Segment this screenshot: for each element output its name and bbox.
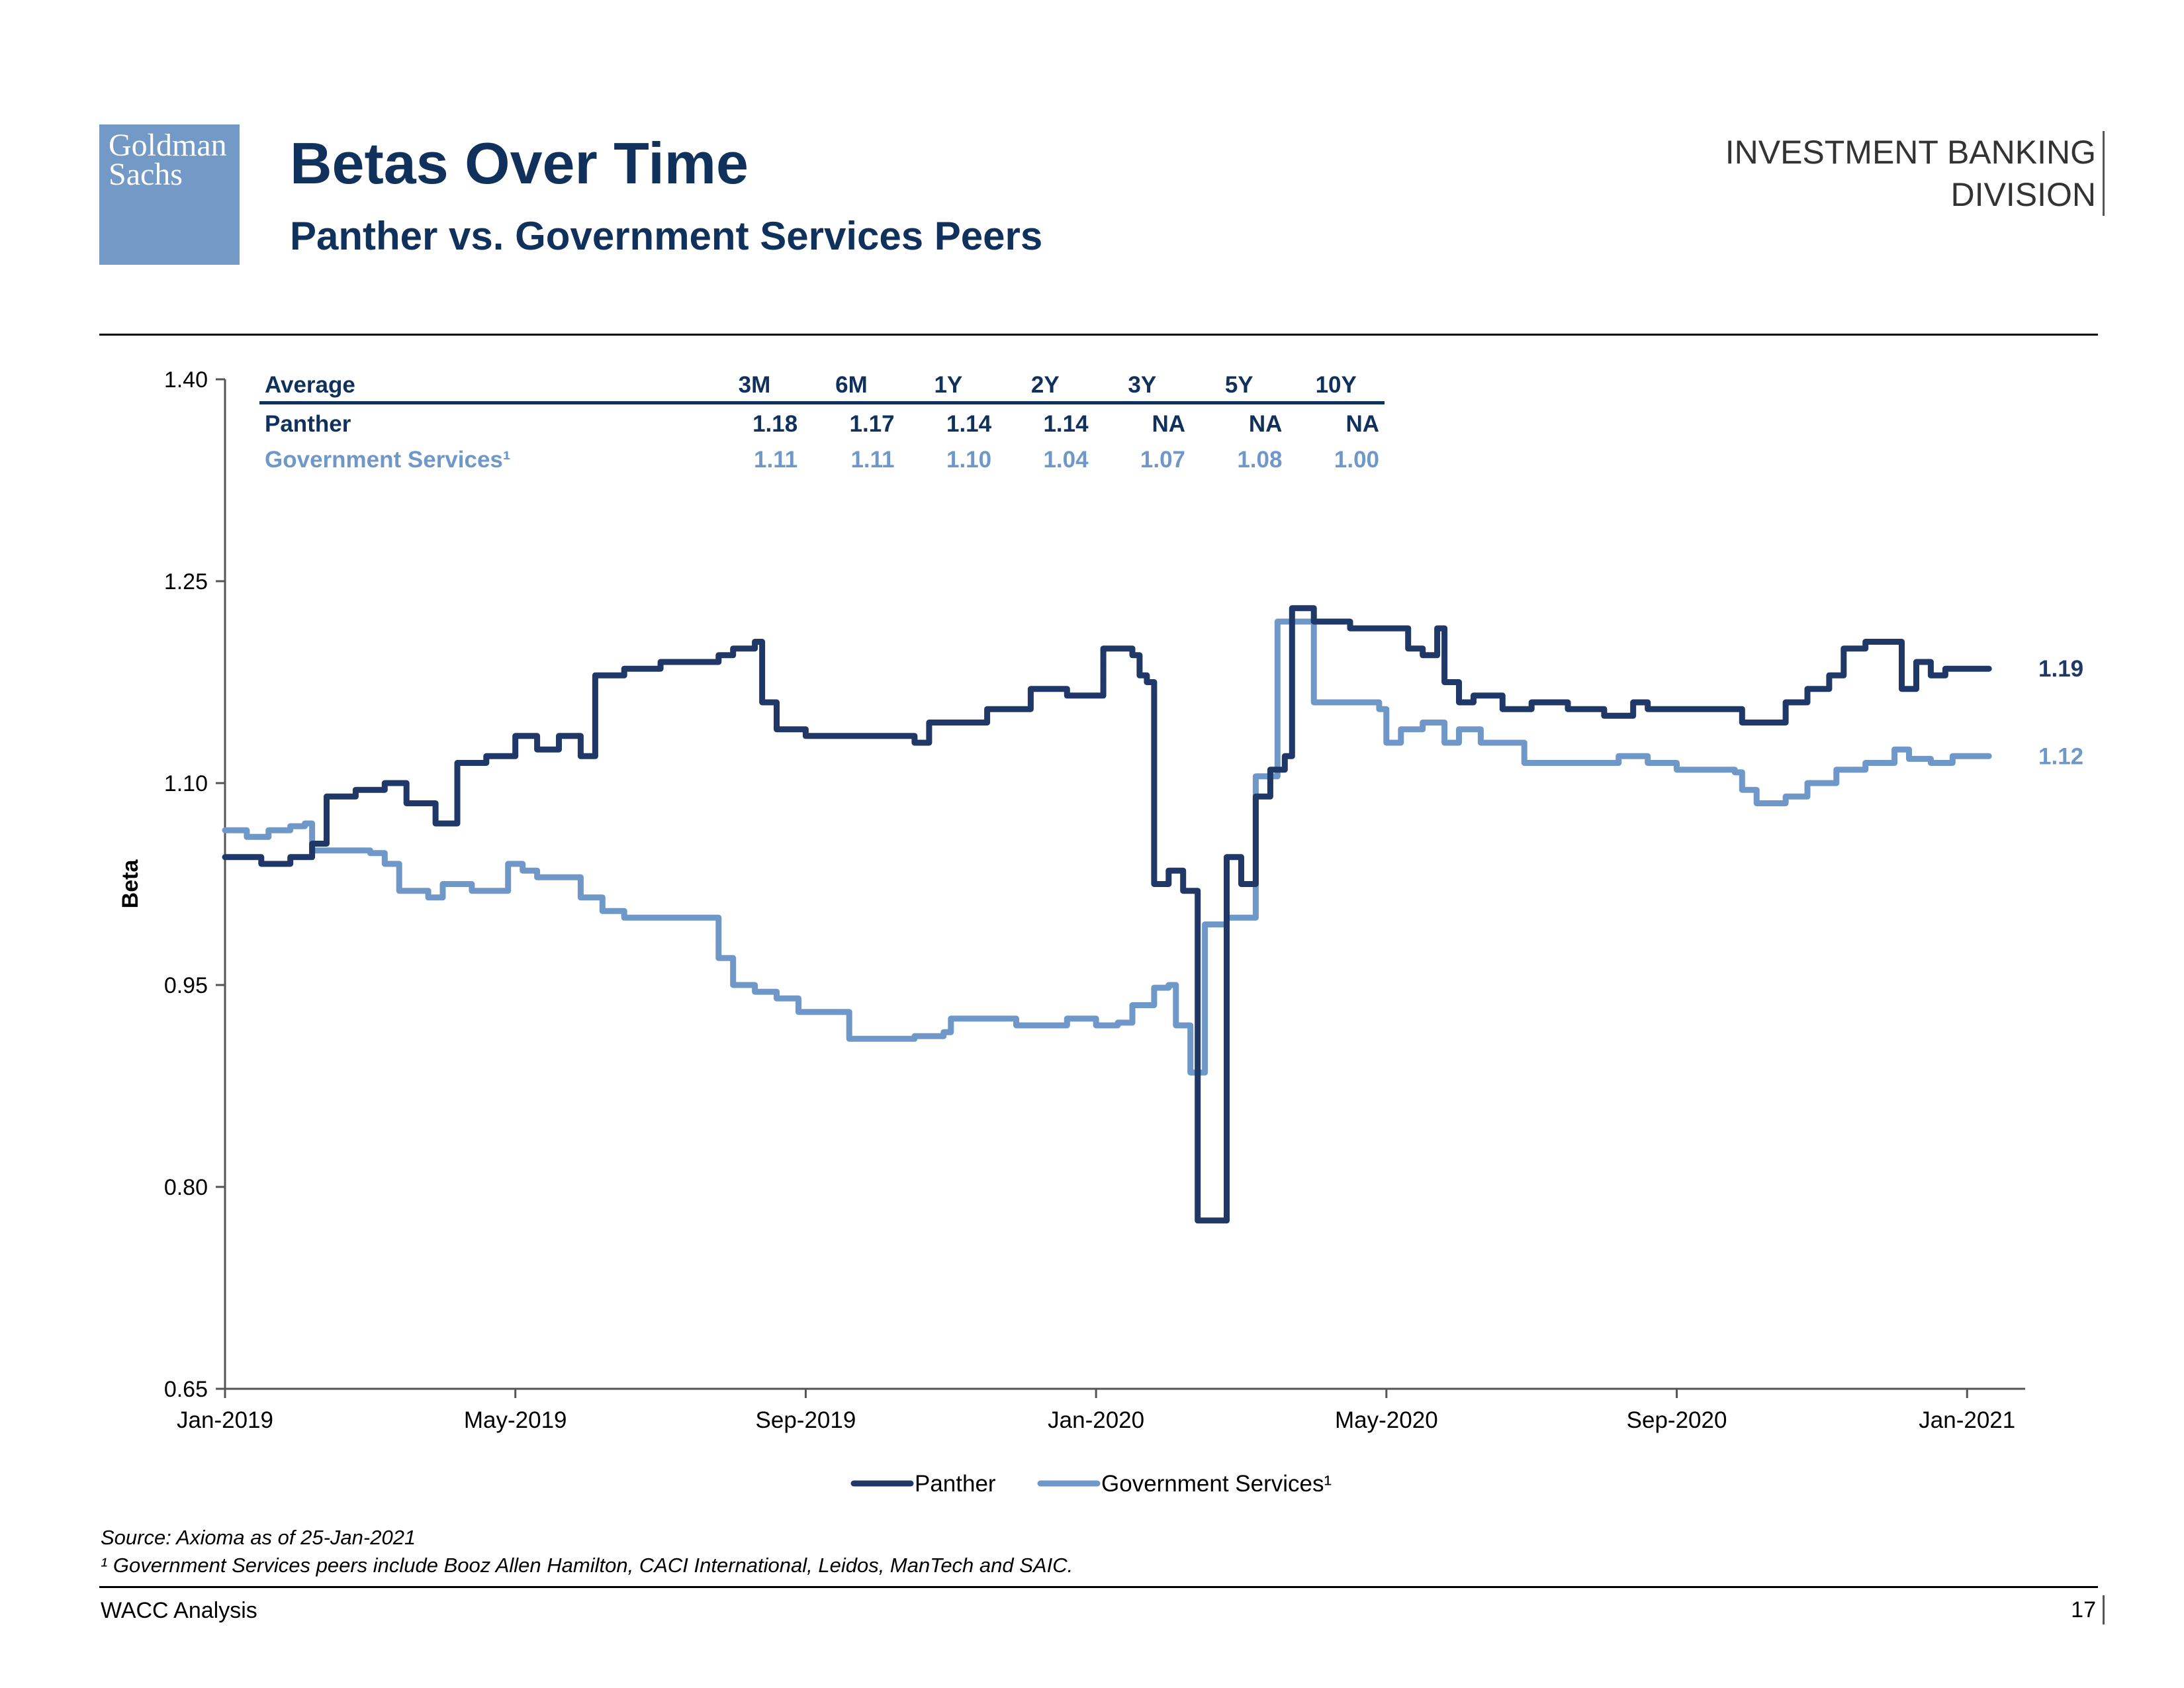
government-services-series-line: [222, 618, 1992, 1076]
peers-footnote: ¹ Government Services peers include Booz…: [101, 1554, 1073, 1577]
table-cell: 1.10: [946, 447, 992, 473]
y-axis-title: Beta: [118, 859, 143, 909]
x-tick-label: May-2020: [1335, 1407, 1438, 1433]
legend-label-government-services: Government Services¹: [1101, 1471, 1332, 1497]
table-header-cell: 5Y: [1191, 368, 1288, 404]
panther-end-value-label: 1.19: [2038, 656, 2083, 682]
table-row-label: Government Services¹: [265, 447, 511, 473]
panther-series-line: [222, 605, 1992, 1224]
table-cell: 1.04: [1043, 447, 1089, 473]
x-tick-label: Jan-2021: [1919, 1407, 2015, 1433]
division-line-1: INVESTMENT BANKING: [1725, 134, 2096, 171]
table-header-cell: 2Y: [997, 368, 1094, 404]
footnotes: Source: Axioma as of 25-Jan-2021 ¹ Gover…: [101, 1524, 1073, 1579]
table-header-cell: 6M: [803, 368, 900, 404]
header-divider: [99, 334, 2098, 336]
table-cell: 1.14: [946, 411, 992, 437]
legend-label-panther: Panther: [915, 1471, 996, 1497]
y-tick-label: 1.40: [164, 367, 208, 393]
table-row-label: Panther: [265, 411, 351, 437]
table-row-panther: Panther 1.18 1.17 1.14 1.14 NA NA NA: [259, 403, 1385, 441]
table-cell: 1.18: [752, 411, 798, 437]
x-tick-label: Sep-2020: [1627, 1407, 1727, 1433]
x-tick-label: Jan-2019: [177, 1407, 273, 1433]
x-tick-label: Jan-2020: [1048, 1407, 1144, 1433]
table-cell: 1.07: [1140, 447, 1186, 473]
table-cell: NA: [1248, 411, 1283, 437]
page-number: 17: [2071, 1595, 2105, 1624]
source-note: Source: Axioma as of 25-Jan-2021: [101, 1526, 416, 1549]
table-header-cell: Average: [259, 368, 706, 404]
table-cell: 1.00: [1334, 447, 1379, 473]
logo-line-2: Sachs: [109, 157, 183, 192]
table-header-cell: 10Y: [1287, 368, 1385, 404]
x-tick-label: Sep-2019: [756, 1407, 856, 1433]
x-tick-label: May-2019: [464, 1407, 567, 1433]
table-cell: 1.11: [850, 447, 895, 473]
table-header-row: Average 3M 6M 1Y 2Y 3Y 5Y 10Y: [259, 368, 1385, 404]
logo-line-1: Goldman: [109, 128, 227, 163]
y-tick-label: 1.25: [164, 569, 208, 594]
footer-divider: [99, 1586, 2098, 1588]
government-services-end-value-label: 1.12: [2038, 743, 2083, 769]
table-header-cell: 1Y: [899, 368, 997, 404]
y-tick-label: 0.65: [164, 1377, 208, 1402]
y-tick-label: 0.80: [164, 1175, 208, 1200]
table-cell: NA: [1345, 411, 1379, 437]
goldman-sachs-logo: Goldman Sachs: [99, 124, 240, 265]
division-line-2: DIVISION: [1950, 176, 2096, 213]
table-cell: 1.14: [1043, 411, 1089, 437]
table-cell: 1.11: [754, 447, 798, 473]
division-label: INVESTMENT BANKING DIVISION: [1725, 131, 2105, 216]
table-row-government-services: Government Services¹ 1.11 1.11 1.10 1.04…: [259, 440, 1385, 476]
footer-section-label: WACC Analysis: [101, 1598, 257, 1623]
table-cell: NA: [1152, 411, 1186, 437]
table-cell: 1.08: [1237, 447, 1283, 473]
y-tick-label: 0.95: [164, 973, 208, 998]
page-subtitle: Panther vs. Government Services Peers: [290, 214, 1043, 258]
table-header-cell: 3M: [705, 368, 803, 404]
beta-line-chart: 0.65 0.80 0.95 1.10 1.25 1.40 Jan-2019 May-2019…: [118, 367, 2083, 1497]
page-title: Betas Over Time: [290, 130, 749, 196]
table-header-cell: 3Y: [1093, 368, 1191, 404]
beta-averages-table: Average 3M 6M 1Y 2Y 3Y 5Y 10Y Panther 1.…: [259, 368, 1385, 476]
table-cell: 1.17: [849, 411, 895, 437]
y-tick-label: 1.10: [164, 771, 208, 796]
